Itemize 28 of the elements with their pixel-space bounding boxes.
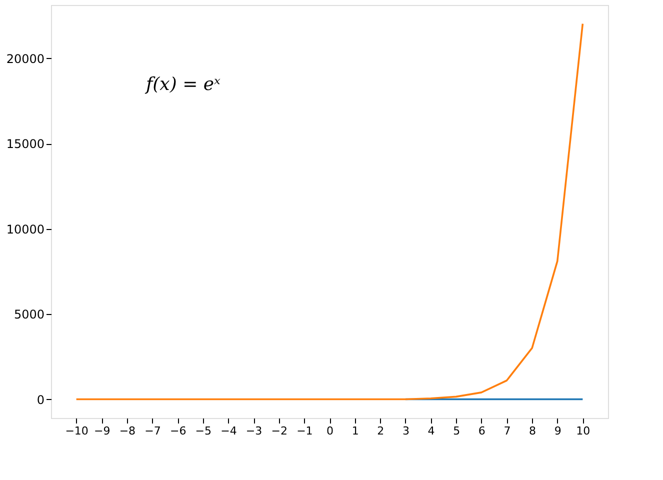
x-tick-label: −2 (271, 424, 288, 438)
x-tick-label: 4 (428, 424, 435, 438)
x-tick-label: −8 (119, 424, 136, 438)
x-tick-label: −6 (170, 424, 186, 438)
x-tick-label: −10 (65, 424, 88, 438)
x-tick-label: −3 (246, 424, 262, 438)
y-tick-label: 5000 (14, 308, 44, 322)
x-tick-label: −7 (144, 424, 161, 438)
x-tick-label: 2 (377, 424, 384, 438)
x-tick-label: 1 (352, 424, 359, 438)
x-tick-label: −1 (296, 424, 313, 438)
x-tick-label: 6 (478, 424, 486, 438)
x-tick-label: −5 (195, 424, 212, 438)
line-series (75, 22, 584, 400)
x-tick-label: 8 (529, 424, 536, 438)
x-tick-label: 7 (504, 424, 511, 438)
y-tick-label: 10000 (6, 222, 44, 236)
annotation: f(x) = eˣ (144, 74, 222, 95)
x-tick-label: 10 (576, 424, 590, 438)
x-tick-label: 5 (453, 424, 460, 438)
x-tick-label: −9 (94, 424, 110, 438)
x-tick-label: −4 (220, 424, 237, 438)
y-tick-label: 15000 (6, 137, 44, 152)
x-tick-label: 3 (402, 424, 410, 438)
y-tick-label: 0 (36, 392, 44, 407)
x-tick-label: 0 (326, 424, 334, 438)
x-tick-label: 9 (554, 424, 562, 438)
y-tick-label: 20000 (6, 52, 44, 66)
